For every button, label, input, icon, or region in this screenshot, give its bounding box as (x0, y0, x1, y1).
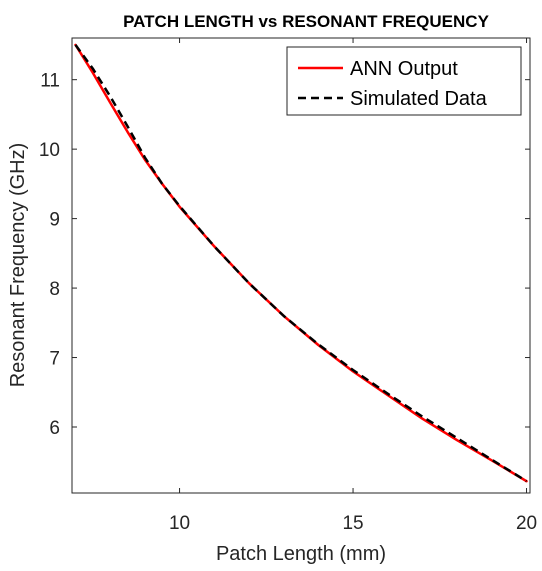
plot-frame (71, 37, 531, 494)
chart-title: PATCH LENGTH vs RESONANT FREQUENCY (123, 12, 490, 31)
axis-ticks: 10 15 20 6 7 8 9 10 11 (39, 38, 537, 534)
x-tick-label: 15 (342, 513, 363, 534)
y-tick-label: 11 (40, 71, 60, 92)
y-tick-label: 6 (49, 418, 60, 439)
x-axis-label: Patch Length (mm) (216, 543, 386, 565)
y-axis-label: Resonant Frequency (GHz) (7, 143, 29, 388)
legend-label-simulated-data: Simulated Data (350, 88, 488, 110)
y-tick-label: 8 (49, 279, 60, 300)
y-tick-label: 7 (49, 349, 60, 370)
series-line-simulated-data (74, 44, 528, 483)
legend: ANN Output Simulated Data (286, 46, 522, 116)
y-tick-label: 10 (39, 140, 60, 161)
legend-label-ann-output: ANN Output (350, 58, 458, 80)
series-line-ann-output (74, 43, 528, 483)
legend-box (286, 46, 522, 116)
x-tick-label: 20 (516, 513, 537, 534)
y-tick-label: 9 (49, 210, 60, 231)
series-layer (74, 43, 528, 483)
x-tick-label: 10 (169, 513, 190, 534)
